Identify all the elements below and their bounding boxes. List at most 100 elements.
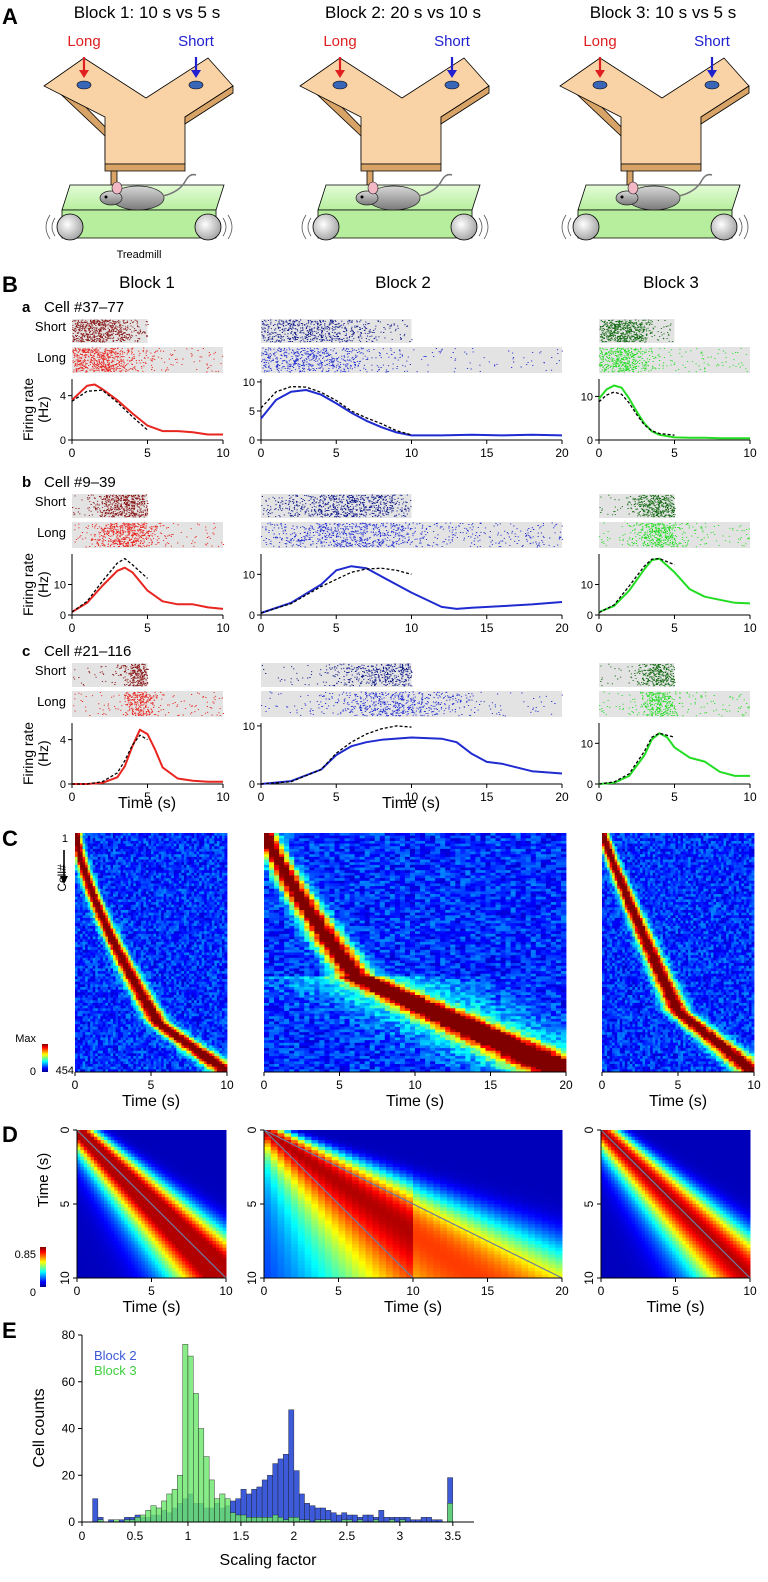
- heatmap-cell: [141, 854, 144, 857]
- heatmap-cell: [100, 990, 103, 993]
- heatmap-cell: [80, 984, 83, 987]
- heatmap-cell: [93, 1000, 96, 1003]
- heatmap-cell: [209, 902, 212, 905]
- heatmap-cell: [219, 913, 222, 916]
- heatmap-cell: [118, 921, 121, 924]
- heatmap-cell: [88, 974, 91, 977]
- heatmap-cell: [222, 868, 225, 871]
- heatmap-cell: [123, 934, 126, 937]
- heatmap-cell: [75, 1008, 78, 1011]
- heatmap-cell: [110, 1000, 113, 1003]
- heatmap-cell: [75, 907, 78, 910]
- heatmap-cell: [85, 852, 88, 855]
- heatmap-cell: [151, 966, 154, 969]
- heatmap-cell: [83, 883, 86, 886]
- heatmap-cell: [151, 910, 154, 913]
- heatmap-cell: [78, 971, 81, 974]
- heatmap-cell: [126, 865, 129, 868]
- heatmap-cell: [118, 929, 121, 932]
- heatmap-cell: [108, 857, 111, 860]
- heatmap-cell: [148, 947, 151, 950]
- heatmap-cell: [214, 905, 217, 908]
- heatmap-cell: [214, 881, 217, 884]
- heatmap-cell: [222, 1019, 225, 1022]
- heatmap-cell: [123, 998, 126, 1001]
- heatmap-cell: [118, 913, 121, 916]
- heatmap-cell: [192, 1032, 195, 1035]
- heatmap-cell: [131, 963, 134, 966]
- heatmap-cell: [98, 945, 101, 948]
- heatmap-cell: [207, 937, 210, 940]
- heatmap-cell: [209, 846, 212, 849]
- heatmap-cell: [121, 1032, 124, 1035]
- heatmap-cell: [143, 1027, 146, 1030]
- heatmap-cell: [126, 921, 129, 924]
- heatmap-cell: [85, 915, 88, 918]
- heatmap-cell: [214, 953, 217, 956]
- heatmap-cell: [184, 862, 187, 865]
- heatmap-cell: [93, 854, 96, 857]
- heatmap-cell: [110, 868, 113, 871]
- heatmap-cell: [174, 1011, 177, 1014]
- heatmap-cell: [85, 950, 88, 953]
- heatmap-cell: [146, 984, 149, 987]
- heatmap-cell: [197, 907, 200, 910]
- x-tick-label: 0: [596, 621, 603, 635]
- heatmap-cell: [224, 1027, 227, 1030]
- heatmap-cell: [98, 968, 101, 971]
- heatmap-cell: [133, 953, 136, 956]
- heatmap-cell: [214, 852, 217, 855]
- heatmap-cell: [171, 947, 174, 950]
- heatmap-cell: [181, 905, 184, 908]
- heatmap-cell: [131, 992, 134, 995]
- heatmap-cell: [199, 865, 202, 868]
- heatmap-cell: [75, 945, 78, 948]
- heatmap-cell: [136, 846, 139, 849]
- heatmap-cell: [88, 873, 91, 876]
- heatmap-cell: [141, 849, 144, 852]
- heatmap-cell: [224, 963, 227, 966]
- heatmap-cell: [123, 968, 126, 971]
- heatmap-cell: [88, 955, 91, 958]
- heatmap-cell: [123, 902, 126, 905]
- heatmap-cell: [181, 907, 184, 910]
- heatmap-cell: [123, 1022, 126, 1025]
- heatmap-cell: [110, 1032, 113, 1035]
- heatmap-cell: [214, 915, 217, 918]
- heatmap-cell: [90, 974, 93, 977]
- heatmap-cell: [100, 1014, 103, 1017]
- heatmap-cell: [126, 955, 129, 958]
- heatmap-cell: [219, 852, 222, 855]
- y-tick-label: 10: [54, 580, 66, 592]
- heatmap-cell: [202, 833, 205, 836]
- heatmap-cell: [197, 1019, 200, 1022]
- heatmap-cell: [118, 841, 121, 844]
- heatmap-cell: [143, 870, 146, 873]
- heatmap-cell: [184, 897, 187, 900]
- heatmap-cell: [169, 1032, 172, 1035]
- heatmap-cell: [138, 907, 141, 910]
- heatmap-cell: [209, 968, 212, 971]
- heatmap-cell: [159, 857, 162, 860]
- heatmap-cell: [98, 918, 101, 921]
- heatmap-cell: [90, 1032, 93, 1035]
- heatmap-cell: [212, 982, 215, 985]
- heatmap-cell: [184, 889, 187, 892]
- heatmap-cell: [214, 894, 217, 897]
- heatmap-cell: [105, 846, 108, 849]
- heatmap-cell: [100, 998, 103, 1001]
- heatmap-cell: [156, 984, 159, 987]
- heatmap-cell: [222, 942, 225, 945]
- heatmap-cell: [148, 990, 151, 993]
- heatmap-cell: [85, 974, 88, 977]
- heatmap-cell: [164, 1035, 167, 1038]
- heatmap-cell: [133, 1035, 136, 1038]
- heatmap-cell: [78, 852, 81, 855]
- heatmap-cell: [151, 889, 154, 892]
- heatmap-cell: [105, 1011, 108, 1014]
- heatmap-cell: [95, 995, 98, 998]
- heatmap-cell: [95, 894, 98, 897]
- heatmap-cell: [133, 931, 136, 934]
- heatmap-cell: [184, 852, 187, 855]
- heatmap-cell: [108, 929, 111, 932]
